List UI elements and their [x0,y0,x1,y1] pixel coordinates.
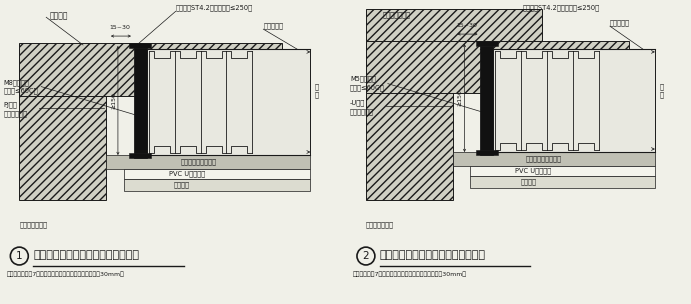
Text: 注：抜槽居广7地区，单根横向连接处筑当达到深度为30mm。: 注：抜槽居广7地区，单根横向连接处筑当达到深度为30mm。 [353,271,467,277]
Bar [476,150,498,155]
Text: 注：抜槽迎拤广7地区，横向面连生单比梯伊深度不小于30mm。: 注：抜槽迎拤广7地区，横向面连生单比梯伊深度不小于30mm。 [6,271,124,277]
Text: 抹灰砂漿: 抹灰砂漿 [520,178,536,185]
Text: 磨石膏牆體噴貼砂漿: 磨石膏牆體噴貼砂漿 [180,159,217,165]
Bar [366,41,453,199]
Text: 2: 2 [363,251,369,261]
Text: 混凝土柱（柱）: 混凝土柱（柱） [383,11,411,18]
Text: 与混凌土结构柱、墙连接节点（二）: 与混凌土结构柱、墙连接节点（二） [380,250,486,260]
Text: 1: 1 [16,251,23,261]
Text: 磨石膏牆體噴貼砂漿: 磨石膏牆體噴貼砂漿 [525,156,561,162]
Text: PVC U型墊龍骨: PVC U型墊龍骨 [515,168,551,174]
Bar [134,43,146,158]
Text: PJ發泡: PJ發泡 [3,101,17,108]
Text: （間距≤60C）: （間距≤60C） [3,87,38,94]
Text: 与混凌土结构柱、墙连接节点（一）: 与混凌土结构柱、墙连接节点（一） [33,250,140,260]
Bar [480,41,493,155]
Text: PVC U型墊龍骨: PVC U型墊龍骨 [169,171,205,177]
Text: 自攻螺釘ST4.2（垂向間距≤250）: 自攻螺釘ST4.2（垂向間距≤250） [176,4,253,11]
Bar [19,49,106,199]
Bar [124,179,310,191]
Bar [453,152,655,166]
Text: 滅塞萊右層墊: 滅塞萊右層墊 [350,108,374,115]
Text: 自攻螺釘ST4.2（垂向間距≤250）: 自攻螺釘ST4.2（垂向間距≤250） [522,4,599,11]
Text: 抹灰砂漿: 抹灰砂漿 [173,181,190,188]
Bar [476,41,498,46]
Text: M5機械擋墊: M5機械擋墊 [350,75,376,82]
Text: 15~30: 15~30 [109,25,131,30]
Bar [129,43,151,48]
Text: 混凝土牆（柱）: 混凝土牆（柱） [366,221,394,228]
Bar [366,41,629,92]
Text: 抹灰砂漿: 抹灰砂漿 [50,11,68,20]
Text: ≥150: ≥150 [457,90,462,106]
Text: 墻
體: 墻 體 [315,84,319,98]
Bar [19,43,282,95]
Text: （間距≤60C）: （間距≤60C） [350,84,385,91]
Text: -U發泡: -U發泡 [350,99,366,106]
Bar [146,49,310,155]
Bar [471,176,655,188]
Text: 玻纖增強網: 玻纖增強網 [610,20,630,26]
Bar [106,155,310,169]
Bar [129,153,151,158]
Text: 混凝土牆（柱）: 混凝土牆（柱） [19,221,47,228]
Bar [124,169,310,179]
Text: 15~30: 15~30 [456,23,477,28]
Text: M8螺栓擋墊: M8螺栓擋墊 [3,79,29,86]
Bar [366,9,542,41]
Text: 玻纖增強網: 玻纖增強網 [263,23,283,29]
Bar [471,166,655,176]
Bar [493,49,655,152]
Text: 墻
體: 墻 體 [660,84,664,98]
Text: ≥150: ≥150 [111,92,116,109]
Text: 滅塞萊了墻墊: 滅塞萊了墻墊 [3,110,28,117]
